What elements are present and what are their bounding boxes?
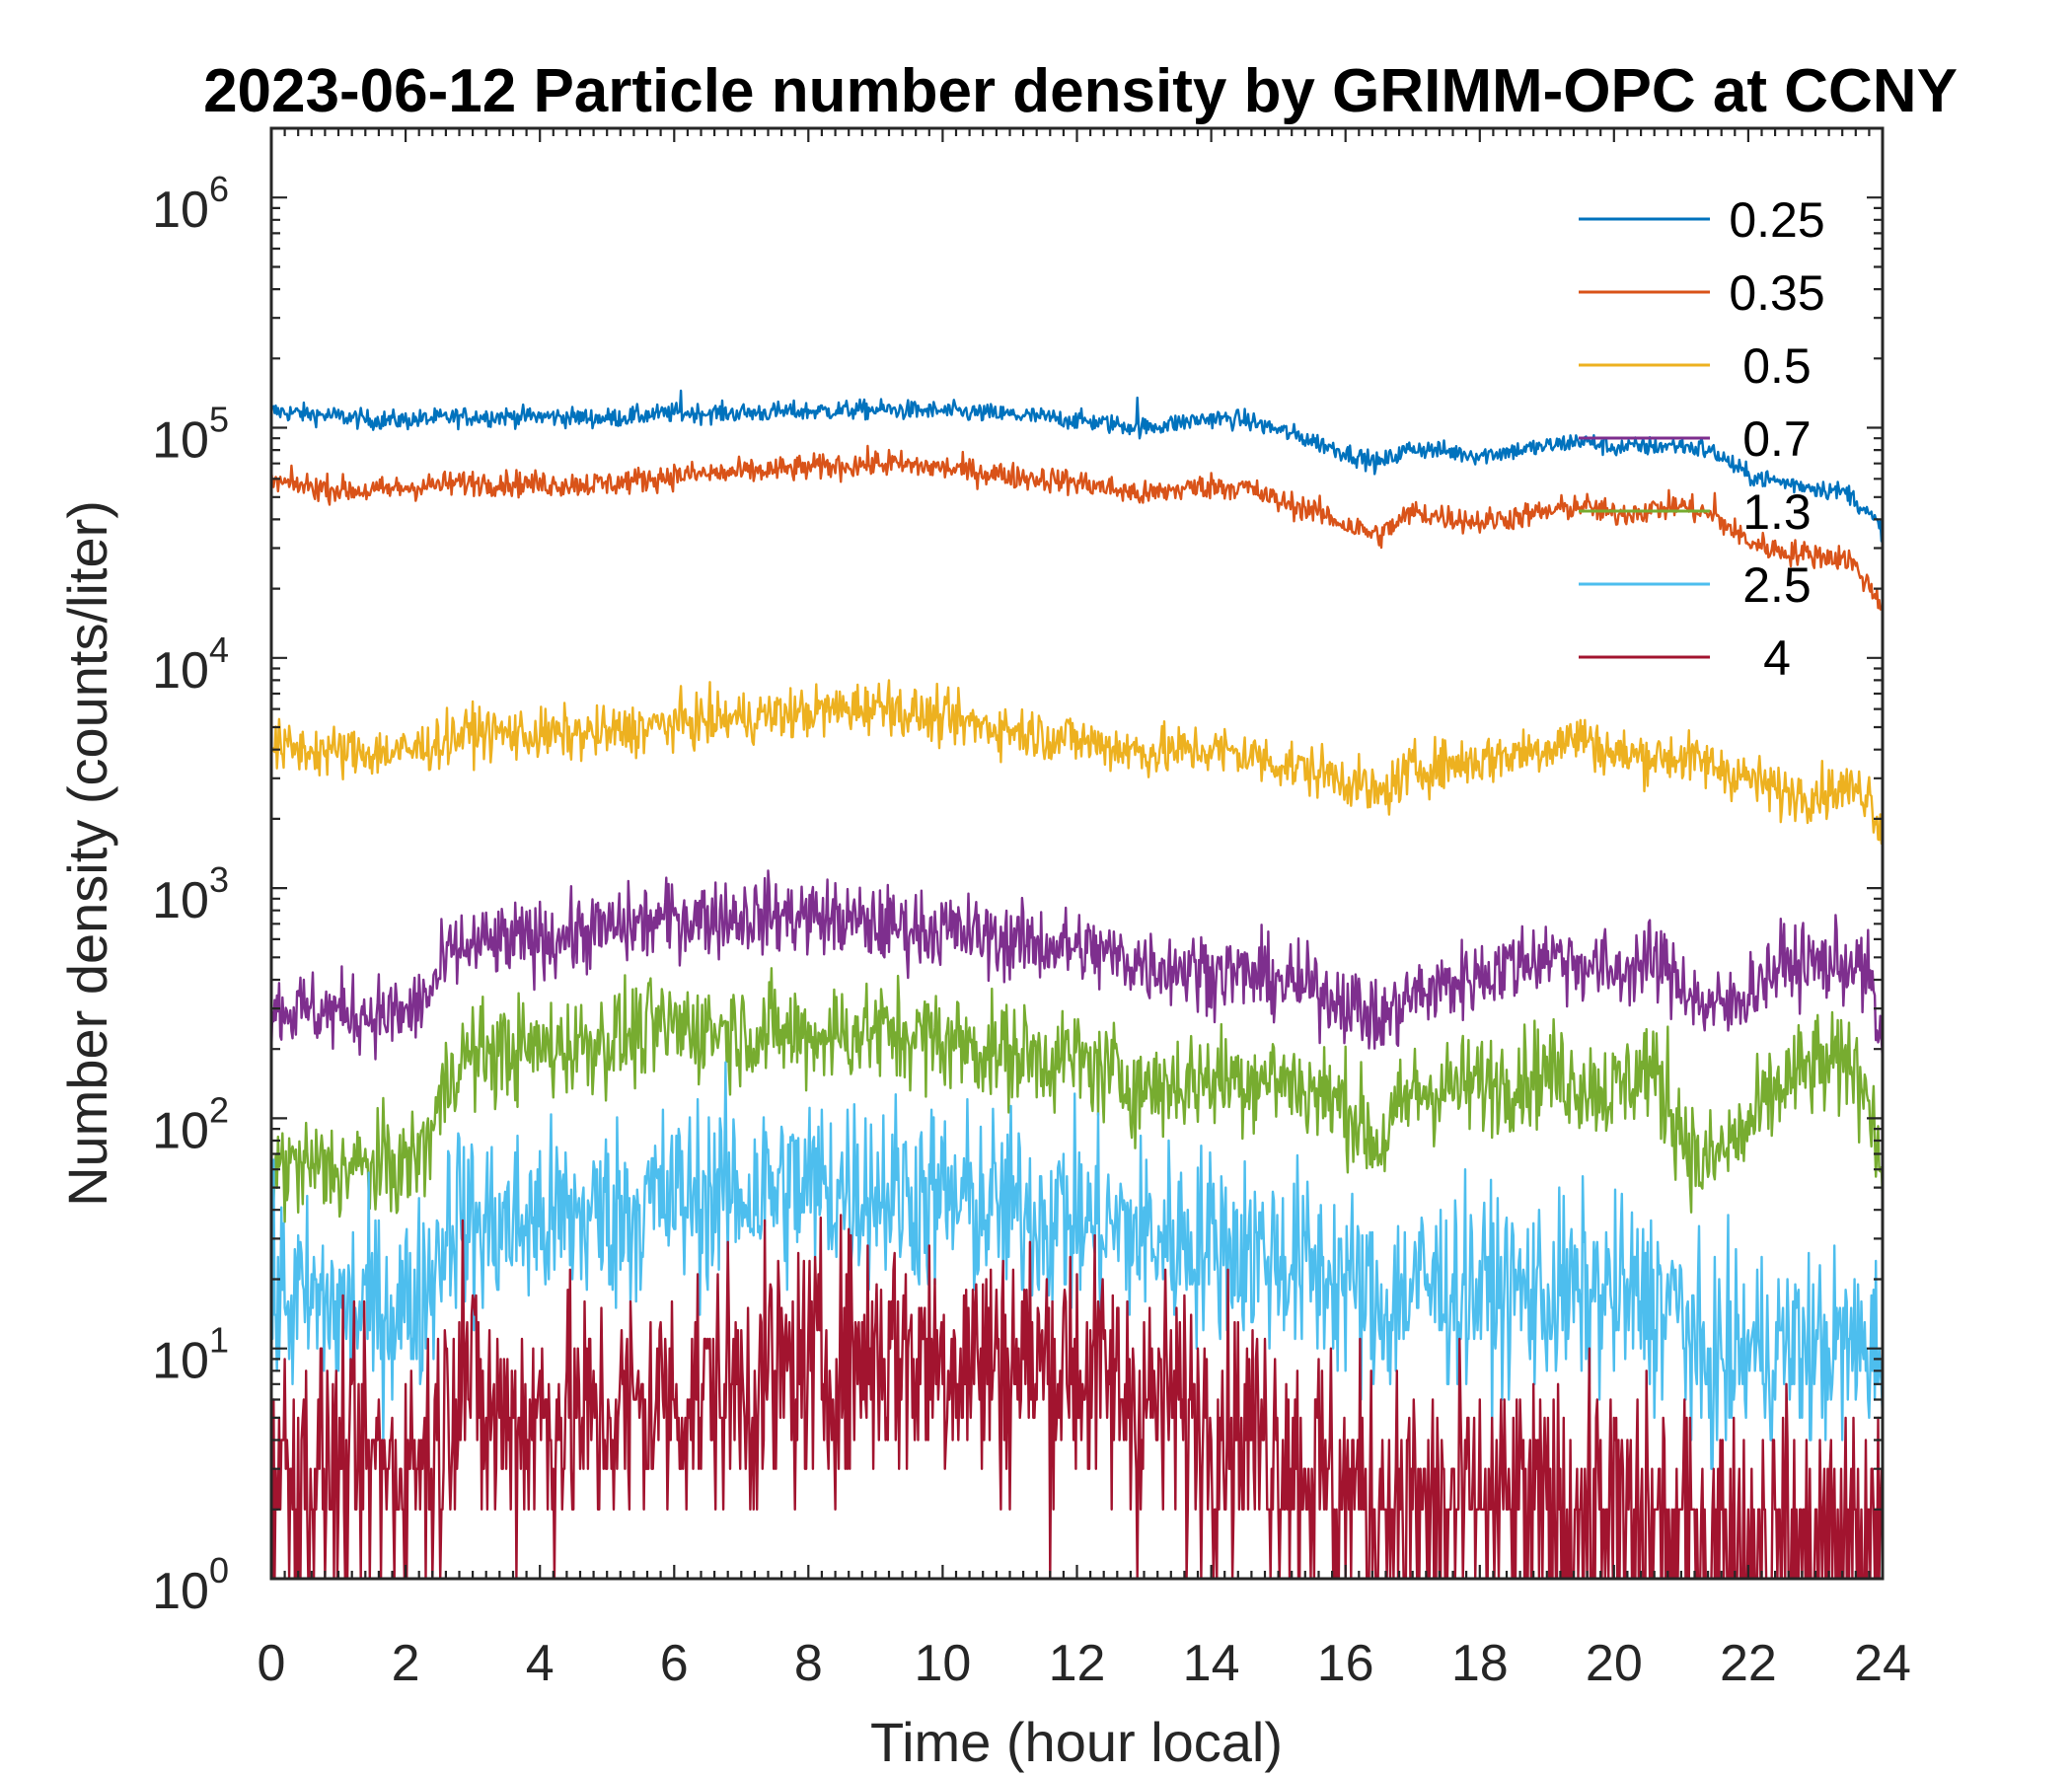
x-tick-label: 14 [1183,1635,1240,1692]
plot-area [269,126,1885,1581]
legend-label: 0.7 [1742,411,1812,467]
legend-item-0-5: 0.5 [1579,338,1812,394]
legend-label: 0.5 [1742,338,1812,394]
y-tick-label: 103 [152,859,229,929]
legend-item-0-35: 0.35 [1579,265,1825,321]
series-line-0-5 [271,679,1883,846]
legend-label: 2.5 [1742,557,1812,613]
x-axis-label: Time (hour local) [870,1711,1283,1773]
series-layer [271,389,1883,1579]
series-line-4 [271,1214,1883,1579]
y-tick-label: 104 [152,629,229,700]
ticks-layer [269,126,1885,1581]
x-tick-label: 18 [1451,1635,1509,1692]
legend-item-0-25: 0.25 [1579,192,1825,248]
y-tick-label: 106 [152,169,229,239]
y-tick-label: 100 [152,1550,229,1620]
y-tick-label: 101 [152,1320,229,1390]
x-tick-label: 22 [1720,1635,1777,1692]
legend-item-4: 4 [1579,630,1791,686]
legend-item-2-5: 2.5 [1579,557,1812,613]
x-tick-label: 4 [526,1635,555,1692]
y-tick-label: 105 [152,400,229,470]
x-tick-label: 16 [1317,1635,1374,1692]
x-tick-label: 12 [1049,1635,1106,1692]
series-line-0-7 [271,869,1883,1061]
x-tick-label: 10 [914,1635,971,1692]
x-tick-label: 0 [258,1635,286,1692]
y-tick-label: 102 [152,1089,229,1159]
legend-item-0-7: 0.7 [1579,411,1812,467]
series-line-1-3 [271,967,1883,1223]
x-tick-label: 20 [1586,1635,1643,1692]
legend-item-1-3: 1.3 [1579,484,1812,540]
legend: 0.25 0.35 0.5 0.7 1.3 2.5 4 [1579,192,1825,686]
x-tick-label: 24 [1854,1635,1911,1692]
series-line-0-25 [271,389,1883,543]
series-line-2-5 [271,1061,1883,1470]
x-tick-label: 8 [794,1635,823,1692]
axis-ticks [269,126,1885,1581]
legend-label: 4 [1763,630,1791,686]
legend-label: 1.3 [1742,484,1812,540]
legend-label: 0.35 [1729,265,1824,321]
x-tick-label: 2 [392,1635,420,1692]
y-axis-label: Number density (counts/liter) [56,500,118,1207]
x-tick-labels: 0 2 4 6 8 10 12 14 16 18 20 22 24 [258,1635,1911,1692]
chart-title: 2023-06-12 Particle number density by GR… [203,57,1958,125]
y-tick-labels: 100 101 102 103 104 105 106 [152,169,229,1620]
legend-label: 0.25 [1729,192,1824,248]
x-tick-label: 6 [660,1635,689,1692]
series-line-0-35 [271,444,1883,612]
